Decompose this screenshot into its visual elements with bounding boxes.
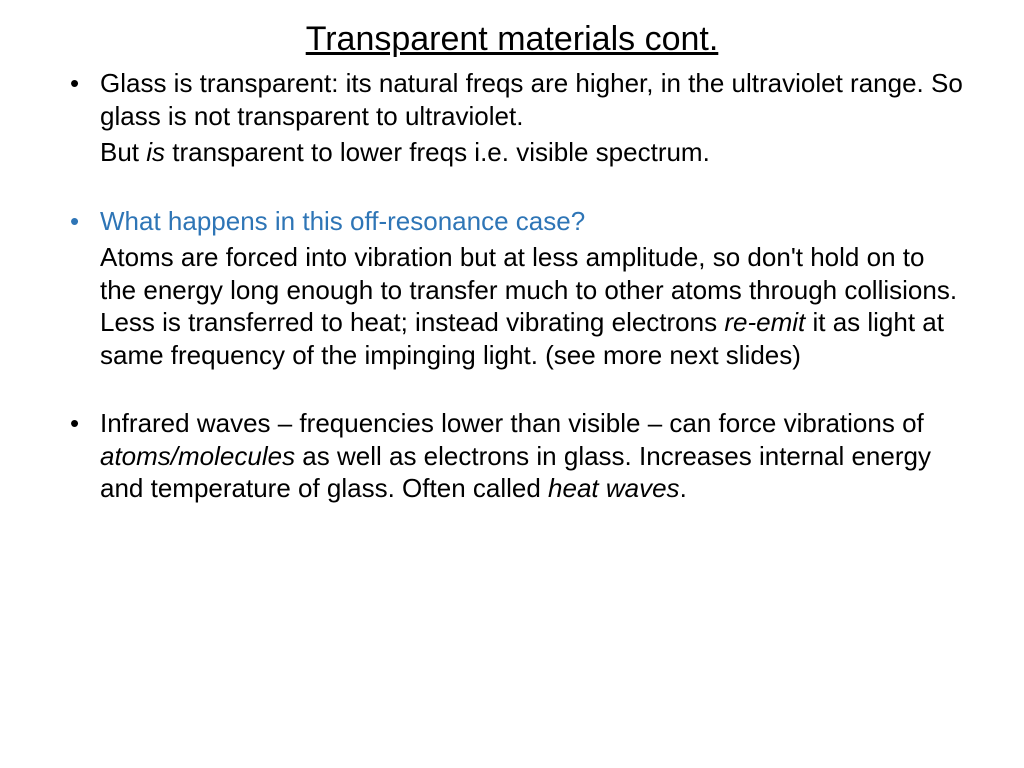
bullet-3-italic2: heat waves — [548, 473, 680, 503]
bullet-1-line2a: But — [100, 137, 146, 167]
bullet-3-a: Infrared waves – frequencies lower than … — [100, 408, 924, 438]
bullet-1-line1: Glass is transparent: its natural freqs … — [100, 68, 963, 131]
spacer-1 — [60, 175, 964, 205]
slide-title: Transparent materials cont. — [60, 20, 964, 59]
bullet-2-question: What happens in this off-resonance case? — [100, 206, 585, 236]
slide-container: Transparent materials cont. Glass is tra… — [0, 0, 1024, 531]
bullet-3: Infrared waves – frequencies lower than … — [60, 407, 964, 505]
bullet-3-italic1: atoms/molecules — [100, 441, 295, 471]
bullet-1: Glass is transparent: its natural freqs … — [60, 67, 964, 169]
bullet-3-c: . — [680, 473, 687, 503]
bullet-1-line2-italic: is — [146, 137, 165, 167]
bullet-1-line2: But is transparent to lower freqs i.e. v… — [100, 136, 964, 169]
bullet-2: What happens in this off-resonance case?… — [60, 205, 964, 372]
bullet-2-answer-italic: re-emit — [724, 307, 805, 337]
bullet-2-answer: Atoms are forced into vibration but at l… — [100, 241, 964, 371]
bullet-list: Glass is transparent: its natural freqs … — [60, 67, 964, 505]
bullet-1-line2b: transparent to lower freqs i.e. visible … — [165, 137, 710, 167]
spacer-2 — [60, 377, 964, 407]
